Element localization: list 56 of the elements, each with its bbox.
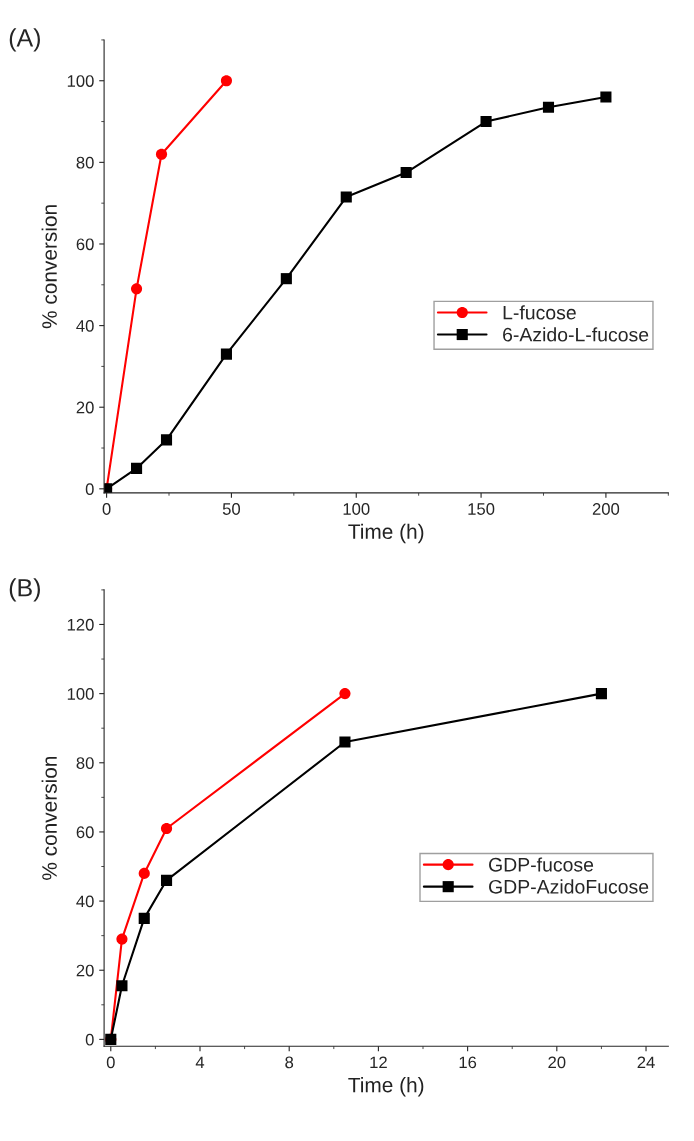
point <box>160 822 173 835</box>
legend-label: GDP-AzidoFucose <box>489 879 649 894</box>
point <box>138 912 150 924</box>
x-tick-label: 16 <box>459 1056 477 1069</box>
point <box>280 273 292 285</box>
point <box>340 191 352 203</box>
point <box>339 736 351 748</box>
x-tick-label: 0 <box>102 503 111 515</box>
x-tick-label: 20 <box>548 1056 566 1069</box>
point <box>220 348 232 360</box>
x-tick-label: 12 <box>370 1056 387 1069</box>
point <box>480 116 492 128</box>
y-tick-label: 80 <box>76 156 94 169</box>
point <box>116 933 128 945</box>
point <box>155 148 168 160</box>
x-tick-label: 200 <box>592 503 620 515</box>
y-tick-label: 0 <box>85 1033 94 1046</box>
y-tick-label: 120 <box>67 618 94 631</box>
x-tick-label: 8 <box>285 1056 294 1069</box>
x-tick-label: 100 <box>343 503 370 515</box>
y-tick-label: 40 <box>76 320 94 332</box>
y-axis-title: % conversion <box>41 205 57 329</box>
x-tick-label: 0 <box>106 1056 115 1069</box>
point <box>595 688 607 700</box>
point <box>131 283 143 295</box>
legend-label: L-fucose <box>503 305 576 320</box>
y-tick-label: 40 <box>76 895 94 908</box>
y-tick-label: 20 <box>76 401 94 414</box>
y-tick-label: 0 <box>85 483 94 496</box>
y-tick-label: 80 <box>76 757 94 769</box>
y-tick-label: 60 <box>76 826 94 839</box>
point <box>400 167 412 179</box>
point <box>160 874 173 886</box>
point <box>116 980 128 992</box>
x-tick-label: 150 <box>468 503 495 515</box>
x-axis-title: Time (h) <box>348 1077 424 1097</box>
x-tick-label: 24 <box>637 1056 655 1069</box>
x-tick-label: 4 <box>195 1056 205 1069</box>
point <box>600 91 612 103</box>
point <box>542 101 555 113</box>
y-tick-label: 20 <box>76 964 94 977</box>
chart-title: (B) <box>9 578 40 602</box>
legend-label: 6-Azido-L-fucose <box>503 327 649 342</box>
chart-title: (A) <box>9 28 40 52</box>
point <box>339 688 351 700</box>
point <box>138 867 150 879</box>
point <box>131 462 143 474</box>
point <box>220 75 232 87</box>
y-axis-title: % conversion <box>41 756 57 880</box>
x-tick-label: 50 <box>222 503 241 515</box>
legend-label: GDP-fucose <box>489 857 594 872</box>
point <box>160 434 173 446</box>
x-axis-title: Time (h) <box>348 523 424 544</box>
y-tick-label: 60 <box>76 238 94 251</box>
y-tick-label: 100 <box>67 75 94 87</box>
y-tick-label: 100 <box>67 688 94 700</box>
